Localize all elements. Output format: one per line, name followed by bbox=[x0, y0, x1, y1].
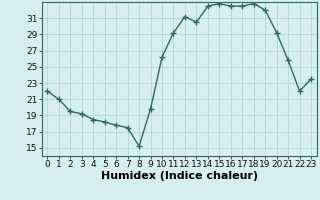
X-axis label: Humidex (Indice chaleur): Humidex (Indice chaleur) bbox=[100, 171, 258, 181]
